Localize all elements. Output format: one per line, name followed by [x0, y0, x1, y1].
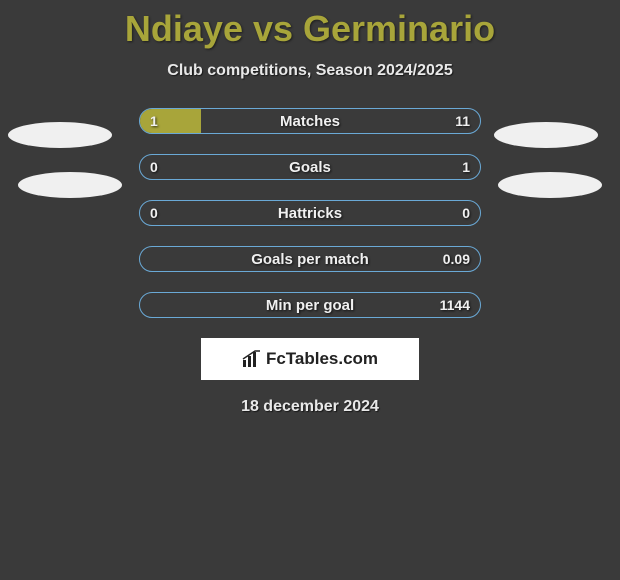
stat-label: Goals [140, 155, 480, 179]
stat-label: Min per goal [140, 293, 480, 317]
logo-text: FcTables.com [242, 349, 378, 369]
bar-chart-icon [242, 350, 262, 368]
stat-row: 1 Matches 11 [139, 108, 481, 134]
stat-value-right: 0 [462, 201, 470, 225]
stat-value-left: 0 [150, 201, 158, 225]
stat-label: Hattricks [140, 201, 480, 225]
logo-label: FcTables.com [266, 349, 378, 369]
source-logo: FcTables.com [201, 338, 419, 380]
stat-value-right: 0.09 [443, 247, 470, 271]
stat-row: 0 Hattricks 0 [139, 200, 481, 226]
stat-row: 0 Goals 1 [139, 154, 481, 180]
stat-row: Min per goal 1144 [139, 292, 481, 318]
player-oval-right-2 [498, 172, 602, 198]
stat-value-left: 1 [150, 109, 158, 133]
stat-value-right: 1 [462, 155, 470, 179]
date-label: 18 december 2024 [0, 398, 620, 416]
stat-label: Goals per match [140, 247, 480, 271]
stat-value-left: 0 [150, 155, 158, 179]
player-oval-left-2 [18, 172, 122, 198]
stat-value-right: 11 [455, 109, 470, 133]
stat-value-right: 1144 [440, 293, 470, 317]
player-oval-left-1 [8, 122, 112, 148]
comparison-chart: 1 Matches 11 0 Goals 1 0 Hattricks 0 Goa… [0, 108, 620, 416]
subtitle: Club competitions, Season 2024/2025 [0, 62, 620, 80]
page-title: Ndiaye vs Germinario [0, 0, 620, 50]
player-oval-right-1 [494, 122, 598, 148]
stat-row: Goals per match 0.09 [139, 246, 481, 272]
